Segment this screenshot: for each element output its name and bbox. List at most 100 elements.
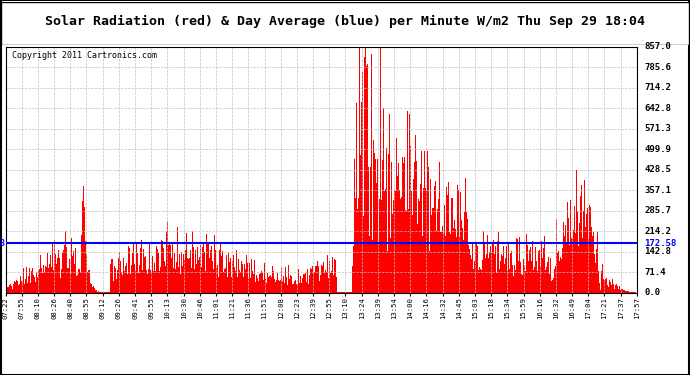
Bar <box>603 279 604 292</box>
Bar <box>23 268 24 292</box>
Bar <box>87 272 88 292</box>
Bar <box>459 237 460 292</box>
Bar <box>49 264 50 292</box>
Bar <box>432 209 433 292</box>
Bar <box>386 148 387 292</box>
Bar <box>447 195 448 292</box>
Bar <box>368 166 369 292</box>
Bar <box>289 279 290 292</box>
Bar <box>335 277 337 292</box>
Bar <box>549 274 551 292</box>
Bar <box>200 244 201 292</box>
Bar <box>124 271 125 292</box>
Bar <box>143 249 144 292</box>
Bar <box>366 66 368 292</box>
Bar <box>477 270 479 292</box>
Bar <box>556 220 558 292</box>
Bar <box>230 258 231 292</box>
Bar <box>90 283 91 292</box>
Bar <box>228 253 229 292</box>
Bar <box>86 254 87 292</box>
Bar <box>387 251 388 292</box>
Bar <box>331 272 332 292</box>
Bar <box>626 291 627 292</box>
Bar <box>278 280 279 292</box>
Bar <box>229 262 230 292</box>
Bar <box>330 273 331 292</box>
Bar <box>614 288 615 292</box>
Bar <box>351 266 353 292</box>
Bar <box>62 252 63 292</box>
Bar <box>482 260 483 292</box>
Bar <box>140 248 141 292</box>
Bar <box>475 243 476 292</box>
Bar <box>508 242 509 292</box>
Bar <box>65 231 66 292</box>
Bar <box>282 280 283 292</box>
Bar <box>620 290 621 292</box>
Bar <box>582 238 583 292</box>
Bar <box>95 290 96 292</box>
Bar <box>527 256 529 292</box>
Bar <box>17 281 19 292</box>
Bar <box>570 200 571 292</box>
Bar <box>401 197 402 292</box>
Bar <box>8 285 10 292</box>
Bar <box>602 264 603 292</box>
Bar <box>146 270 147 292</box>
Bar <box>332 257 333 292</box>
Bar <box>458 189 459 292</box>
Bar <box>322 266 323 292</box>
Bar <box>239 270 240 292</box>
Bar <box>114 266 115 292</box>
Bar <box>258 280 259 292</box>
Bar <box>564 236 565 292</box>
Bar <box>402 157 403 292</box>
Bar <box>242 264 243 292</box>
Bar <box>263 280 264 292</box>
Bar <box>256 275 257 292</box>
Bar <box>210 250 211 292</box>
Bar <box>623 290 624 292</box>
Bar <box>268 277 269 292</box>
Bar <box>262 272 263 292</box>
Bar <box>397 176 398 292</box>
Bar <box>501 254 502 292</box>
Bar <box>468 245 469 292</box>
Bar <box>328 261 330 292</box>
Bar <box>612 279 613 292</box>
Bar <box>627 291 628 292</box>
Bar <box>589 206 590 292</box>
Bar <box>79 269 80 292</box>
Bar <box>565 225 566 292</box>
Bar <box>474 261 475 292</box>
Bar <box>573 230 574 292</box>
Bar <box>357 209 359 292</box>
Bar <box>19 284 21 292</box>
Bar <box>485 258 486 292</box>
Bar <box>291 276 292 292</box>
Bar <box>112 258 113 292</box>
Bar <box>515 238 517 292</box>
Bar <box>506 270 508 292</box>
Bar <box>418 200 419 292</box>
Bar <box>313 273 314 292</box>
Bar <box>513 265 515 292</box>
Bar <box>265 279 266 292</box>
Bar <box>267 273 268 292</box>
Bar <box>412 214 413 292</box>
Bar <box>389 114 391 292</box>
Bar <box>274 279 275 292</box>
Bar <box>495 273 497 292</box>
Bar <box>30 283 31 292</box>
Bar <box>147 273 148 292</box>
Bar <box>66 247 67 292</box>
Bar <box>255 282 256 292</box>
Bar <box>270 275 271 292</box>
Bar <box>333 275 334 292</box>
Bar <box>56 264 57 292</box>
Bar <box>312 266 313 292</box>
Bar <box>191 268 193 292</box>
Bar <box>610 282 611 292</box>
Bar <box>237 277 238 292</box>
